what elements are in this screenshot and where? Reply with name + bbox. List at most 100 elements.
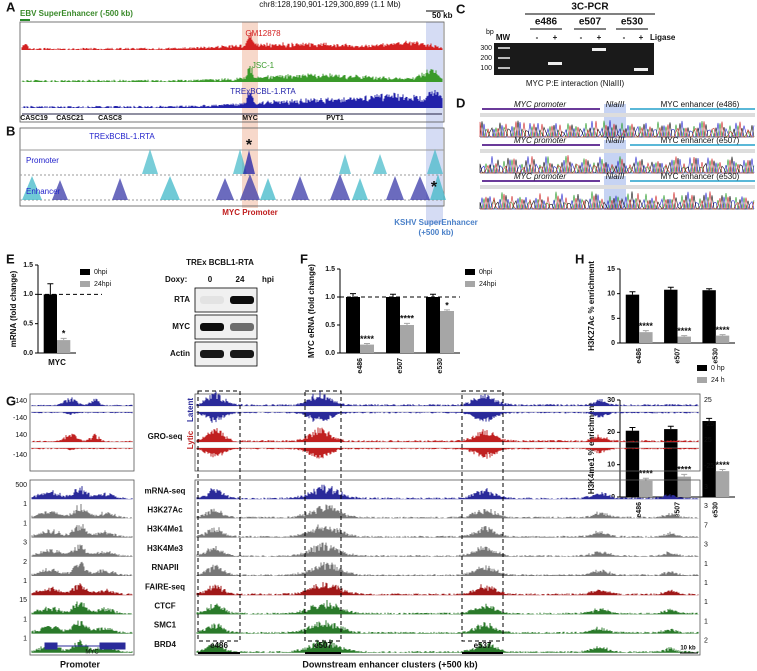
mw-label: MW xyxy=(496,33,511,42)
gene-label: MYC xyxy=(85,650,99,656)
error-bar xyxy=(642,477,649,481)
y-tick-label: 20 xyxy=(607,429,615,436)
doxy-label: Doxy: xyxy=(165,275,187,284)
legend-swatch xyxy=(697,365,707,371)
sample-label: e530 xyxy=(621,17,644,28)
nla-site xyxy=(604,140,626,174)
ligase-sign: - xyxy=(536,33,539,42)
track-label: mRNA-seq xyxy=(145,486,186,495)
interaction-peak xyxy=(386,176,404,200)
gel xyxy=(494,43,654,75)
y-tick-label: 10 xyxy=(607,291,615,298)
ladder-label: 100 xyxy=(480,65,492,72)
legend-swatch xyxy=(697,377,707,383)
signal-track xyxy=(31,583,133,596)
interaction-peak xyxy=(339,154,351,174)
gene-label: CASC19 xyxy=(20,115,48,122)
gene-label: PVT1 xyxy=(326,115,344,122)
signal-track xyxy=(31,620,133,634)
blot-band xyxy=(230,350,254,358)
signal-track xyxy=(21,66,443,82)
interaction-peak xyxy=(52,180,68,200)
signal-track xyxy=(196,562,699,576)
y-tick-label: 0.5 xyxy=(325,322,335,329)
bp-label: bp xyxy=(486,29,494,36)
ladder-label: 200 xyxy=(480,55,492,62)
pcr-band xyxy=(634,68,648,71)
signal-track xyxy=(196,427,699,442)
interaction-peak xyxy=(291,176,309,200)
scale-label: 1 xyxy=(23,501,27,508)
error-bar xyxy=(629,426,636,431)
legend-label: 24 h xyxy=(711,377,725,384)
blot-band xyxy=(200,296,224,304)
signal-track xyxy=(196,448,699,459)
bar xyxy=(43,294,57,353)
y-tick-label: 1.5 xyxy=(325,266,335,273)
promoter-label: MYC promoter xyxy=(514,136,566,145)
signal-track xyxy=(196,600,699,615)
blot-band xyxy=(230,296,254,304)
state-label: Lytic xyxy=(186,430,195,449)
y-tick-label: 0.5 xyxy=(23,321,33,328)
bar xyxy=(625,294,640,343)
panel-letter: E xyxy=(6,251,15,266)
scale-label: 3 xyxy=(23,540,27,547)
site-label: NlaIII xyxy=(606,100,625,109)
scale-label: 140 xyxy=(15,432,27,439)
y-axis-label: MYC eRNA (fold change) xyxy=(307,264,316,358)
signal-track xyxy=(196,620,699,634)
track-label: CTCF xyxy=(154,602,175,611)
bar xyxy=(386,297,400,353)
error-bar xyxy=(719,469,726,472)
bar xyxy=(639,480,653,497)
bar xyxy=(440,311,454,353)
row-label: Promoter xyxy=(26,156,59,165)
gro-frame-left xyxy=(29,393,135,472)
myc-highlight xyxy=(242,22,258,208)
error-bar xyxy=(706,288,713,291)
x-tick-label: e530 xyxy=(713,348,720,364)
significance: * xyxy=(445,300,449,310)
chromatogram xyxy=(480,120,755,138)
scale-label: 25 xyxy=(704,397,712,404)
bar xyxy=(57,340,71,353)
bar xyxy=(400,325,414,353)
unit-label: hpi xyxy=(262,275,274,284)
track-label: RNAPII xyxy=(151,563,178,572)
enhancer-label: e537 xyxy=(474,641,492,650)
y-tick-label: 0.0 xyxy=(23,350,33,357)
significance: **** xyxy=(716,325,731,335)
track-label: BRD4 xyxy=(154,640,176,649)
ligase-sign: - xyxy=(580,33,583,42)
protein-label: MYC xyxy=(172,322,190,331)
y-tick-label: 0 xyxy=(611,340,615,347)
gro-frame-right xyxy=(194,393,701,472)
error-bar xyxy=(47,283,54,295)
signal-track xyxy=(32,433,133,442)
sequence-strip xyxy=(480,185,755,189)
track-label: JSC-1 xyxy=(252,61,275,70)
x-tick-label: e530 xyxy=(713,502,720,518)
y-tick-label: 1.5 xyxy=(23,262,33,269)
blot-frame xyxy=(194,287,258,313)
legend-label: 24hpi xyxy=(94,281,112,288)
legend-label: 24hpi xyxy=(479,281,497,288)
scale-label: 1 xyxy=(704,599,708,606)
signal-track xyxy=(31,397,133,406)
scale-label: 1 xyxy=(23,616,27,623)
signal-track xyxy=(196,582,699,596)
ladder-band xyxy=(498,67,510,69)
bar xyxy=(360,344,374,353)
pcr-band xyxy=(548,62,562,65)
bar xyxy=(346,297,360,353)
legend-swatch xyxy=(80,281,90,287)
x-tick-label: e486 xyxy=(357,358,364,374)
chromatogram xyxy=(479,120,754,138)
error-bar xyxy=(642,330,649,333)
ladder-band xyxy=(498,47,510,49)
panel-letter: C xyxy=(456,1,466,16)
blot-title: TREx BCBL1-RTA xyxy=(186,258,254,267)
locus: chr8:128,190,901-129,300,899 (1.1 Mb) xyxy=(259,0,401,9)
